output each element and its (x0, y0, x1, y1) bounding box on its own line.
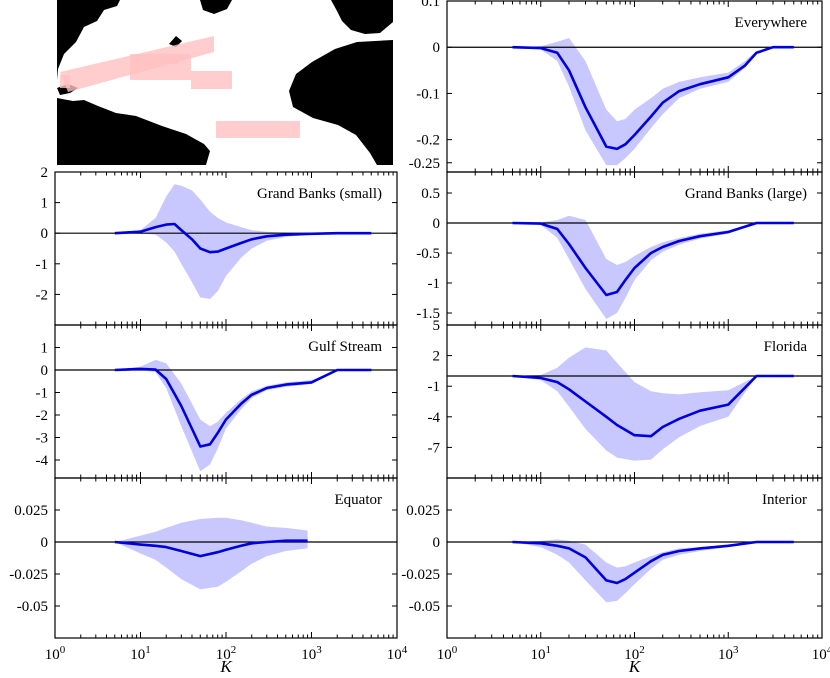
panel-gulf-stream: 1 0 -1 -2 -3 -4 Gulf Stream (36, 324, 398, 479)
spread-band (512, 38, 794, 166)
x-tick-label: 104 (812, 644, 830, 663)
region-grand-banks-small (163, 54, 179, 64)
north-america-landmass (57, 0, 120, 80)
panel-florida: 5 2 -1 -4 -7 Florida (428, 318, 823, 479)
y-tick-label: 1 (41, 341, 49, 357)
region-florida (60, 75, 70, 88)
panel-title: Interior (762, 492, 807, 508)
panel-title: Grand Banks (small) (257, 186, 382, 202)
map-regions (60, 36, 300, 138)
europe-landmass (331, 0, 393, 34)
x-tick-label: 104 (387, 644, 408, 663)
y-tick-label: -3 (36, 431, 49, 447)
x-tick-label: 101 (531, 644, 552, 663)
y-tick-label: -2 (36, 287, 49, 303)
y-tick-label: 0 (433, 40, 441, 56)
region-map (57, 0, 393, 165)
y-tick-label: 0 (41, 226, 49, 242)
y-tick-label: 0 (433, 216, 441, 232)
y-tick-label: -0.2 (416, 133, 440, 149)
y-tick-label: -0.1 (416, 86, 440, 102)
mean-line (512, 45, 794, 151)
x-tick-label: 102 (216, 644, 237, 663)
spread-band (512, 215, 794, 319)
y-tick-label: -1 (36, 386, 49, 402)
region-grand-banks-large (130, 54, 191, 80)
y-tick-label: 5 (433, 318, 441, 334)
panel-title: Everywhere (735, 15, 808, 31)
x-tick-label: 103 (718, 644, 739, 663)
y-tick-label: -0.025 (9, 567, 48, 583)
x-tick-label: 100 (45, 644, 66, 663)
y-tick-label: 0.025 (406, 503, 440, 519)
y-tick-label: 0 (433, 535, 441, 551)
y-tick-label: -0.05 (409, 599, 440, 615)
panels-layer: 0.1 0 -0.1 -0.2 -0.25 Everywhere 2 1 0 -1 -2 Grand … (9, 0, 830, 676)
y-tick-label: -0.05 (17, 599, 48, 615)
mean-line (512, 374, 794, 438)
y-tick-label: -1 (428, 276, 441, 292)
y-tick-label: -0.25 (409, 156, 440, 172)
y-tick-label: -7 (428, 440, 441, 456)
panel-grand-banks-small: 2 1 0 -1 -2 Grand Banks (small) (36, 165, 398, 326)
y-tick-label: 0.5 (421, 186, 440, 202)
y-tick-label: 1 (41, 196, 49, 212)
x-axis-label: K (219, 657, 233, 676)
x-tick-label: 101 (130, 644, 151, 663)
panel-interior: 0.025 0 -0.025 -0.05 Interior 100 101 102 103 104… (401, 477, 830, 676)
panel-title: Grand Banks (large) (685, 186, 807, 202)
panel-title: Equator (335, 492, 382, 508)
y-tick-label: -0.025 (401, 567, 440, 583)
south-america-landmass (57, 98, 210, 165)
x-tick-label: 103 (301, 644, 322, 663)
x-tick-label: 100 (437, 644, 458, 663)
panel-equator: 0.025 0 -0.025 -0.05 Equator 100 101 102 103 104 K (9, 477, 408, 676)
map-land (57, 0, 393, 165)
y-tick-label: 2 (41, 165, 49, 181)
spread-band (114, 359, 372, 472)
y-tick-label: 0.1 (421, 0, 440, 10)
y-tick-label: 0 (41, 535, 49, 551)
y-tick-label: -1.5 (416, 306, 440, 322)
spread-band (512, 347, 794, 461)
mean-line (114, 222, 372, 254)
y-tick-label: -4 (428, 410, 441, 426)
greenland-landmass (200, 0, 232, 14)
region-interior (191, 71, 232, 89)
y-tick-label: 0 (41, 363, 49, 379)
spread-band (512, 539, 794, 603)
y-tick-label: 2 (433, 349, 441, 365)
panel-title: Gulf Stream (308, 339, 382, 355)
y-tick-label: -0.5 (416, 246, 440, 262)
mean-line (512, 540, 794, 585)
region-equator (216, 121, 300, 138)
y-tick-label: 0.025 (14, 503, 48, 519)
y-tick-label: -1 (428, 379, 441, 395)
mean-line (114, 539, 308, 558)
x-tick-label: 102 (624, 644, 645, 663)
panel-everywhere: 0.1 0 -0.1 -0.2 -0.25 Everywhere (409, 0, 823, 173)
y-tick-label: -4 (36, 453, 49, 469)
mean-line (114, 367, 372, 448)
y-tick-label: -2 (36, 408, 49, 424)
y-tick-label: -1 (36, 257, 49, 273)
africa-landmass (289, 40, 393, 165)
mean-line (512, 221, 794, 297)
panel-title: Florida (764, 339, 808, 355)
panel-grand-banks-large: 0.5 0 -0.5 -1 -1.5 Grand Banks (large) (416, 171, 823, 326)
x-axis-label: K (628, 657, 642, 676)
